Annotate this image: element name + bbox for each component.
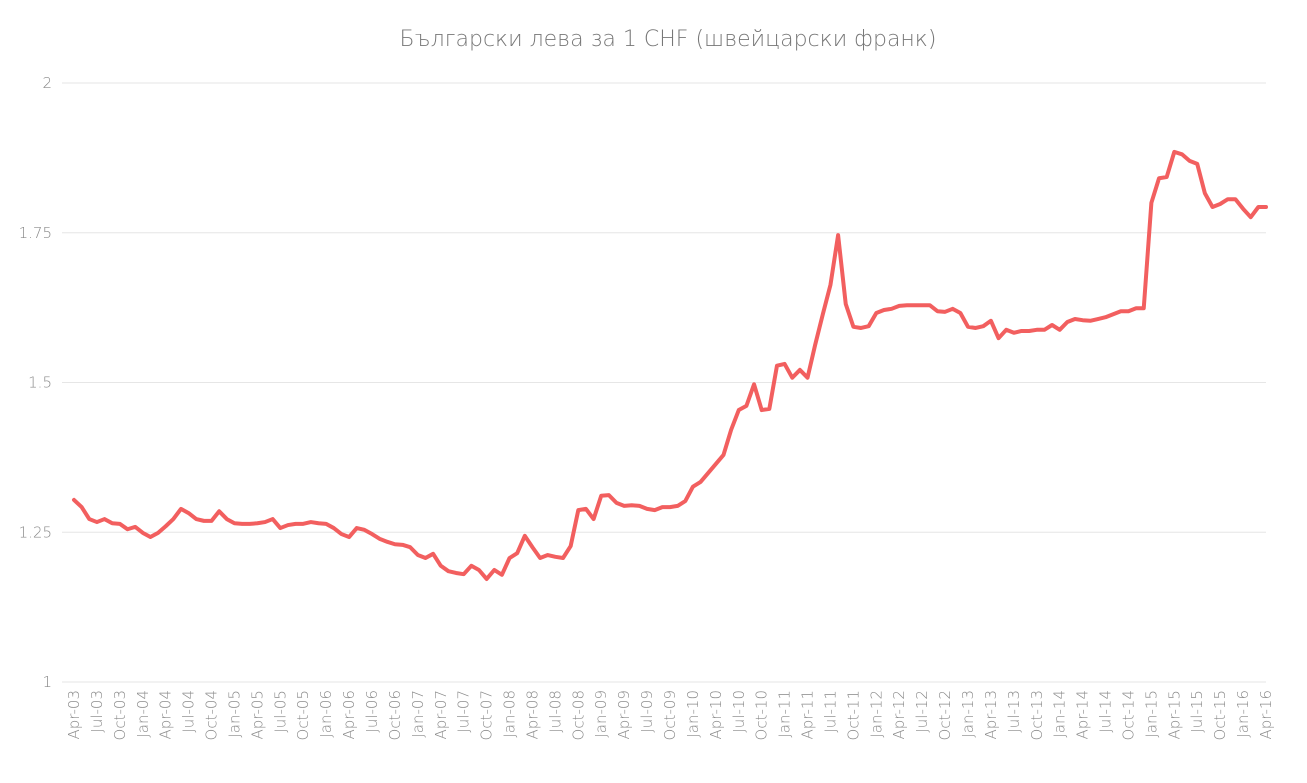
x-tick-label: Jul-10 xyxy=(730,690,748,733)
x-tick-label: Oct-06 xyxy=(386,690,404,740)
y-tick-label: 1.25 xyxy=(19,523,52,541)
line xyxy=(72,149,1268,581)
x-tick-label: Oct-10 xyxy=(753,690,771,740)
x-tick-label: Oct-08 xyxy=(569,690,587,740)
x-tick-label: Oct-03 xyxy=(111,690,129,740)
x-tick-label: Apr-08 xyxy=(523,690,541,740)
chart-title: Български лева за 1 CHF (швейцарски фран… xyxy=(400,27,937,52)
x-tick-label: Jan-14 xyxy=(1051,690,1069,738)
y-tick-label: 2 xyxy=(42,74,52,92)
x-tick-label: Apr-09 xyxy=(615,690,633,740)
x-tick-label: Jan-08 xyxy=(501,690,519,738)
x-tick-label: Oct-14 xyxy=(1119,690,1137,740)
x-tick-label: Apr-05 xyxy=(248,690,266,740)
x-tick-label: Jul-09 xyxy=(638,690,656,733)
x-tick-label: Apr-14 xyxy=(1074,690,1092,740)
x-tick-label: Apr-15 xyxy=(1165,690,1183,740)
x-tick-label: Jan-04 xyxy=(134,690,152,738)
x-tick-label: Apr-13 xyxy=(982,690,1000,740)
x-tick-label: Apr-16 xyxy=(1257,690,1275,740)
x-tick-label: Jul-03 xyxy=(88,690,106,733)
x-tick-label: Jan-10 xyxy=(684,690,702,738)
x-tick-label: Oct-12 xyxy=(936,690,954,740)
x-tick-label: Apr-10 xyxy=(707,690,725,740)
x-tick-label: Jan-05 xyxy=(225,690,243,738)
x-tick-label: Jan-11 xyxy=(776,690,794,738)
x-tick-label: Jan-07 xyxy=(409,690,427,738)
x-tick-label: Oct-09 xyxy=(661,690,679,740)
x-tick-label: Jul-07 xyxy=(455,690,473,733)
x-tick-label: Oct-05 xyxy=(294,690,312,740)
x-tick-label: Jul-12 xyxy=(913,690,931,733)
x-tick-label: Jan-09 xyxy=(592,690,610,738)
x-tick-label: Jul-06 xyxy=(363,690,381,733)
x-tick-label: Jul-05 xyxy=(271,690,289,733)
x-tick-label: Jan-16 xyxy=(1234,690,1252,738)
x-tick-label: Jul-11 xyxy=(821,690,839,733)
x-tick-label: Apr-06 xyxy=(340,690,358,740)
y-tick-label: 1.5 xyxy=(28,374,52,392)
x-tick-label: Oct-07 xyxy=(478,690,496,740)
x-tick-label: Apr-07 xyxy=(432,690,450,740)
x-tick-label: Jul-13 xyxy=(1005,690,1023,733)
x-tick-label: Jul-15 xyxy=(1188,690,1206,733)
x-tick-label: Jan-12 xyxy=(867,690,885,738)
x-tick-label: Jan-13 xyxy=(959,690,977,738)
x-tick-label: Jul-04 xyxy=(180,690,198,733)
y-tick-label: 1.75 xyxy=(19,224,52,242)
x-tick-label: Oct-13 xyxy=(1028,690,1046,740)
x-tick-label: Jan-06 xyxy=(317,690,335,738)
y-tick-label: 1 xyxy=(42,673,52,691)
x-tick-label: Apr-04 xyxy=(157,690,175,740)
x-tick-label: Jul-14 xyxy=(1097,690,1115,733)
x-tick-label: Jan-15 xyxy=(1142,690,1160,738)
x-tick-label: Apr-03 xyxy=(65,690,83,740)
x-tick-label: Apr-12 xyxy=(890,690,908,740)
x-tick-label: Oct-11 xyxy=(844,690,862,740)
x-tick-label: Oct-15 xyxy=(1211,690,1229,740)
x-tick-label: Jul-08 xyxy=(546,690,564,733)
x-tick-label: Oct-04 xyxy=(203,690,221,740)
x-tick-label: Apr-11 xyxy=(799,690,817,740)
